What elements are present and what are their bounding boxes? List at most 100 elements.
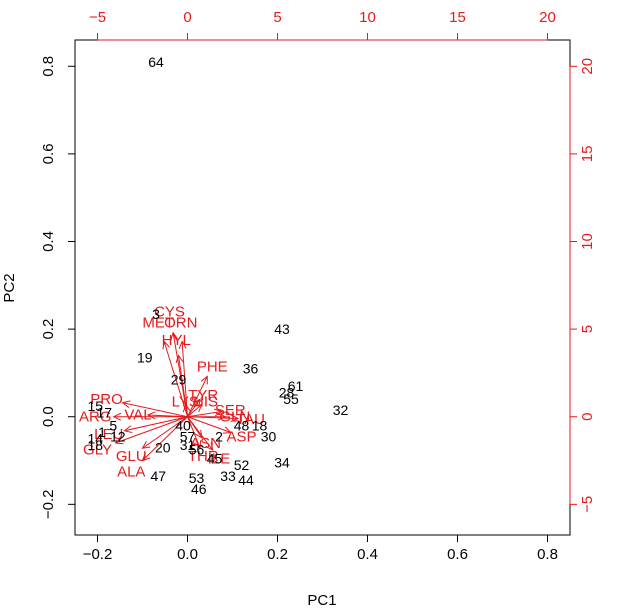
- y-tick-label: 0.2: [40, 319, 57, 340]
- top-tick-label: 10: [359, 9, 376, 26]
- observation-label: 17: [96, 404, 112, 420]
- right-tick-label: 15: [579, 146, 596, 163]
- x-axis-label: PC1: [307, 592, 336, 608]
- observation-label: 5: [109, 417, 117, 433]
- right-tick-label: −5: [579, 496, 596, 513]
- variable-label: ASN: [190, 435, 221, 452]
- observation-label: 3: [152, 306, 160, 322]
- observation-label: 40: [175, 417, 191, 433]
- observation-label: 47: [150, 468, 166, 484]
- arrowhead-met: [162, 340, 170, 350]
- observation-label: 29: [171, 371, 187, 387]
- right-tick-label: 10: [579, 233, 596, 250]
- variable-label: HIS: [193, 393, 218, 410]
- arrowhead-pro: [121, 400, 131, 409]
- arrowhead-ile: [205, 442, 214, 451]
- arrow-glu: [142, 416, 188, 449]
- variable-label: SER: [215, 402, 246, 419]
- variable-label: LEU: [94, 426, 123, 443]
- arrowhead-cys: [170, 331, 179, 341]
- arrow-ser: [187, 410, 222, 418]
- observation-label: 45: [207, 450, 223, 466]
- observation-label: 61: [288, 378, 304, 394]
- variable-label: ASP: [226, 428, 256, 445]
- variable-label: GLU: [116, 448, 147, 465]
- observation-label: 57: [180, 428, 196, 444]
- variable-label: ORN: [164, 315, 197, 332]
- observation-label: 18: [252, 417, 268, 433]
- variable-label: PHE: [197, 358, 228, 375]
- variable-label: TYR: [188, 387, 218, 404]
- top-tick-label: 0: [183, 9, 191, 26]
- right-tick-label: 20: [579, 58, 596, 75]
- y-tick-label: 0.8: [40, 56, 57, 77]
- arrow-lys: [185, 404, 188, 417]
- arrowhead-val: [146, 411, 156, 420]
- arrowhead-asp: [222, 426, 232, 434]
- arrow-pro: [122, 402, 188, 418]
- arrowhead-asn: [194, 429, 203, 439]
- observation-label: 14: [87, 431, 103, 447]
- arrow-ile: [187, 416, 214, 451]
- variable-label: GLN: [219, 409, 250, 426]
- arrowhead-lys: [182, 403, 191, 413]
- arrow-val: [147, 414, 188, 418]
- variable-label: LYS: [172, 393, 199, 410]
- arrowhead-tau: [230, 414, 240, 423]
- variable-label: VAL: [124, 407, 151, 424]
- observation-label: 56: [189, 442, 205, 458]
- arrow-ala: [142, 416, 188, 461]
- y-tick-label: 0.0: [40, 406, 57, 427]
- observation-label: 2: [215, 428, 223, 444]
- top-tick-label: −5: [89, 9, 106, 26]
- y-tick-label: 0.4: [40, 231, 57, 252]
- arrowhead-tyr: [192, 398, 201, 408]
- observation-label: 1: [98, 424, 106, 440]
- arrowhead-leu: [123, 425, 133, 434]
- arrow-asp: [187, 416, 231, 433]
- plot-frame: [74, 39, 571, 536]
- right-tick-label: 5: [579, 325, 596, 333]
- arrow-gly: [115, 416, 188, 444]
- observation-label: 12: [110, 428, 126, 444]
- arrow-leu: [124, 416, 188, 432]
- y-axis-label: PC2: [1, 273, 18, 302]
- right-tick-label: 0: [579, 413, 596, 421]
- top-axis: −5 0 5 10 15 20: [89, 9, 556, 41]
- observation-label: 15: [87, 398, 103, 414]
- variable-label: THR: [188, 448, 219, 465]
- top-tick-label: 20: [539, 9, 556, 26]
- observation-label: 28: [279, 385, 295, 401]
- arrow-his: [187, 404, 203, 418]
- arrowhead-glu: [141, 441, 151, 449]
- observation-label: 44: [238, 472, 254, 488]
- arrowhead-hyl: [175, 354, 184, 364]
- observation-label: 32: [333, 402, 349, 418]
- observation-label: 55: [283, 391, 299, 407]
- variable-label: TAU: [236, 411, 265, 428]
- left-axis: −0.2 0.0 0.2 0.4 0.6 0.8: [40, 56, 75, 519]
- arrowhead-ser: [213, 408, 223, 417]
- observation-label: 18: [87, 437, 103, 453]
- arrowhead-gly: [114, 436, 124, 445]
- arrow-phe: [187, 376, 208, 417]
- variable-label: HYL: [162, 332, 191, 349]
- observation-label: 36: [243, 361, 259, 377]
- arrowhead-arg: [112, 412, 122, 421]
- observation-label: 20: [155, 439, 171, 455]
- x-tick-label: 0.2: [267, 546, 288, 563]
- top-tick-label: 5: [273, 9, 281, 26]
- arrowhead-phe: [200, 375, 208, 385]
- observation-label: 52: [234, 457, 250, 473]
- observation-label: 64: [148, 54, 164, 70]
- right-axis: −5 0 5 10 15 20: [569, 58, 596, 513]
- observation-label: 43: [274, 321, 290, 337]
- arrowhead-gln: [217, 412, 227, 421]
- variable-arrows: [112, 331, 240, 462]
- variable-label: CYS: [154, 304, 185, 321]
- observation-label: 19: [137, 350, 153, 366]
- arrow-tyr: [187, 398, 201, 418]
- x-tick-label: −0.2: [83, 546, 113, 563]
